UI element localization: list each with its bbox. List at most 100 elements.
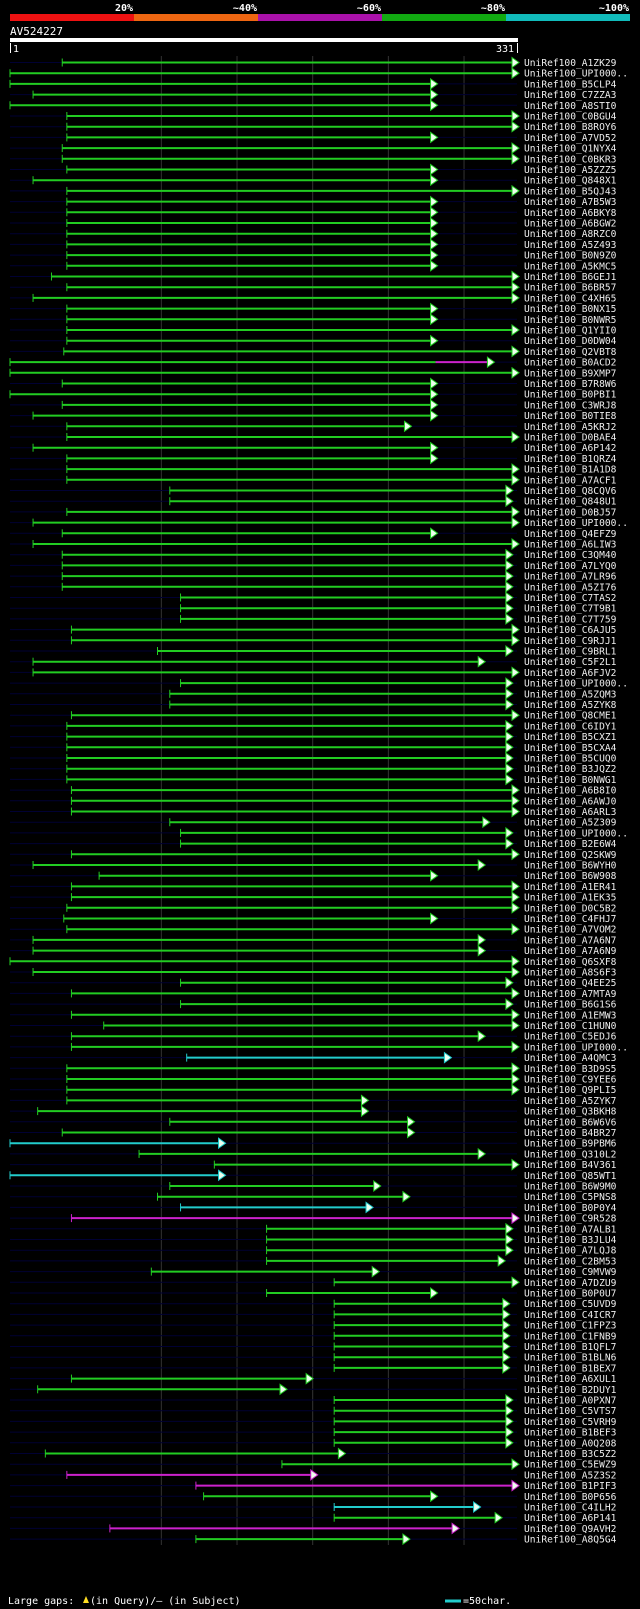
hit-row[interactable]: UniRef100_B6W9M0 [10,1180,617,1193]
hit-row[interactable]: UniRef100_A5ZI76 [10,580,617,594]
hit-label[interactable]: UniRef100_A7VOM2 [524,925,616,936]
hit-label[interactable]: UniRef100_C9R528 [524,1214,617,1225]
hit-row[interactable]: UniRef100_B6W6V6 [10,1115,617,1129]
hit-row[interactable]: UniRef100_A1EMW3 [10,1008,617,1022]
hit-label[interactable]: UniRef100_B1BEF3 [524,1428,617,1439]
hit-row[interactable]: UniRef100_A7LYQ0 [10,559,617,572]
hit-row[interactable]: UniRef100_A5ZZZ5 [10,163,616,177]
hit-row[interactable]: UniRef100_C9RJJ1 [10,634,617,647]
hit-row[interactable]: UniRef100_A8RZC0 [10,227,617,241]
hit-label[interactable]: UniRef100_A6BKY8 [524,208,617,219]
hit-row[interactable]: UniRef100_A7A6N7 [10,933,617,947]
hit-label[interactable]: UniRef100_B1A1D8 [524,465,617,476]
hit-label[interactable]: UniRef100_C5EWZ9 [524,1460,617,1471]
hit-label[interactable]: UniRef100_Q4EE25 [524,978,616,989]
hit-label[interactable]: UniRef100_B1BLN6 [524,1353,617,1364]
hit-label[interactable]: UniRef100_A7A6N7 [524,935,617,946]
hit-label[interactable]: UniRef100_C1FPZ3 [524,1321,617,1332]
hit-row[interactable]: UniRef100_B5CXZ1 [10,730,617,744]
hit-row[interactable]: UniRef100_UPI000.. [10,677,628,690]
hit-row[interactable]: UniRef100_B6BR57 [10,281,617,294]
hit-row[interactable]: UniRef100_C7T759 [10,612,617,626]
hit-label[interactable]: UniRef100_A7MTA9 [524,989,617,1000]
hit-row[interactable]: UniRef100_C0BKR3 [10,152,617,166]
hit-label[interactable]: UniRef100_B3JLU4 [524,1235,617,1246]
hit-row[interactable]: UniRef100_D0BAE4 [10,431,617,444]
hit-row[interactable]: UniRef100_A7LQJ8 [10,1244,617,1257]
hit-row[interactable]: UniRef100_A5ZQM3 [10,687,617,701]
hit-row[interactable]: UniRef100_C6AJU5 [10,623,616,637]
hit-label[interactable]: UniRef100_A6BGW2 [524,219,616,230]
hit-label[interactable]: UniRef100_A5Z309 [524,818,617,829]
hit-row[interactable]: UniRef100_A7DZU9 [10,1276,617,1289]
hit-label[interactable]: UniRef100_B1QFL7 [524,1342,617,1353]
hit-label[interactable]: UniRef100_A4QMC3 [524,1053,617,1064]
hit-label[interactable]: UniRef100_A6FJV2 [524,668,616,679]
hit-row[interactable]: UniRef100_A7A6N9 [10,944,617,958]
hit-row[interactable]: UniRef100_C7T9B1 [10,602,617,615]
hit-label[interactable]: UniRef100_B1PIF3 [524,1481,617,1492]
hit-row[interactable]: UniRef100_C6IDY1 [10,719,617,733]
hit-label[interactable]: UniRef100_A0PXN7 [524,1396,617,1407]
hit-label[interactable]: UniRef100_A7ALB1 [524,1224,617,1235]
hit-row[interactable]: UniRef100_D0C5B2 [10,901,616,915]
hit-label[interactable]: UniRef100_C3QM40 [524,550,617,561]
hit-label[interactable]: UniRef100_B6W9M0 [524,1182,617,1193]
hit-label[interactable]: UniRef100_UPI000.. [524,518,628,529]
hit-row[interactable]: UniRef100_A6BGW2 [10,217,616,230]
hit-row[interactable]: UniRef100_B0TIE8 [10,409,617,423]
hit-row[interactable]: UniRef100_A1EK35 [10,891,616,904]
hit-row[interactable]: UniRef100_A7VOM2 [10,923,616,936]
hit-label[interactable]: UniRef100_A8Q5G4 [524,1535,617,1546]
hit-row[interactable]: UniRef100_Q4EFZ9 [10,527,617,540]
hit-row[interactable]: UniRef100_A7ALB1 [10,1222,617,1236]
hit-label[interactable]: UniRef100_A5ZYK7 [524,1096,617,1107]
hit-label[interactable]: UniRef100_Q1YII0 [524,326,617,337]
hit-row[interactable]: UniRef100_B6WYH0 [10,859,617,872]
hit-label[interactable]: UniRef100_B2E6W4 [524,839,617,850]
hit-row[interactable]: UniRef100_B8ROY6 [10,120,617,134]
hit-label[interactable]: UniRef100_B5CLP4 [524,79,617,90]
hit-row[interactable]: UniRef100_A1ER41 [10,880,617,893]
hit-label[interactable]: UniRef100_A8RZC0 [524,229,617,240]
hit-label[interactable]: UniRef100_C0BGU4 [524,112,617,123]
hit-label[interactable]: UniRef100_C5PNS8 [524,1192,617,1203]
hit-label[interactable]: UniRef100_C6IDY1 [524,721,617,732]
hit-label[interactable]: UniRef100_D0BAE4 [524,433,617,444]
hit-label[interactable]: UniRef100_B0P0U7 [524,1289,617,1300]
hit-row[interactable]: UniRef100_B1BEF3 [10,1426,617,1439]
hit-row[interactable]: UniRef100_B1QFL7 [10,1340,617,1354]
hit-label[interactable]: UniRef100_B5QJ43 [524,186,617,197]
hit-row[interactable]: UniRef100_Q848X1 [10,174,617,187]
hit-label[interactable]: UniRef100_A5ZQM3 [524,689,617,700]
hit-row[interactable]: UniRef100_B5CXA4 [10,741,617,754]
hit-label[interactable]: UniRef100_D0C5B2 [524,903,616,914]
hit-row[interactable]: UniRef100_Q9AVH2 [10,1522,616,1535]
hit-label[interactable]: UniRef100_B0NWR5 [524,315,616,326]
hit-row[interactable]: UniRef100_A5Z309 [10,816,617,829]
hit-row[interactable]: UniRef100_C4FHJ7 [10,912,617,926]
hit-row[interactable]: UniRef100_A8S6F3 [10,966,617,979]
hit-label[interactable]: UniRef100_UPI000.. [524,679,628,690]
hit-label[interactable]: UniRef100_A7LQJ8 [524,1246,617,1257]
hit-label[interactable]: UniRef100_C4XH65 [524,293,616,304]
hit-row[interactable]: UniRef100_B5CLP4 [9,77,617,91]
hit-label[interactable]: UniRef100_A5ZZZ5 [524,165,616,176]
hit-row[interactable]: UniRef100_B4BR27 [10,1126,617,1140]
hit-row[interactable]: UniRef100_C9R528 [10,1212,617,1225]
hit-row[interactable]: UniRef100_UPI000.. [10,826,628,840]
hit-row[interactable]: UniRef100_A0Q208 [10,1436,617,1450]
hit-row[interactable]: UniRef100_B5QJ43 [10,184,617,198]
hit-label[interactable]: UniRef100_A6LIW3 [524,540,617,551]
hit-row[interactable]: UniRef100_B9XMP7 [9,366,617,380]
hit-label[interactable]: UniRef100_Q310L2 [524,1149,616,1160]
hit-row[interactable]: UniRef100_A8STI0 [9,99,617,112]
hit-row[interactable]: UniRef100_C4XH65 [10,291,616,305]
hit-row[interactable]: UniRef100_B0PBI1 [9,388,617,401]
hit-row[interactable]: UniRef100_B1BEX7 [10,1361,617,1375]
hit-label[interactable]: UniRef100_Q4EFZ9 [524,529,617,540]
hit-label[interactable]: UniRef100_B7R8W6 [524,379,617,390]
hit-row[interactable]: UniRef100_C5F2L1 [10,655,617,669]
hit-row[interactable]: UniRef100_Q1NYX4 [10,142,617,155]
hit-row[interactable]: UniRef100_A6P142 [10,441,616,455]
